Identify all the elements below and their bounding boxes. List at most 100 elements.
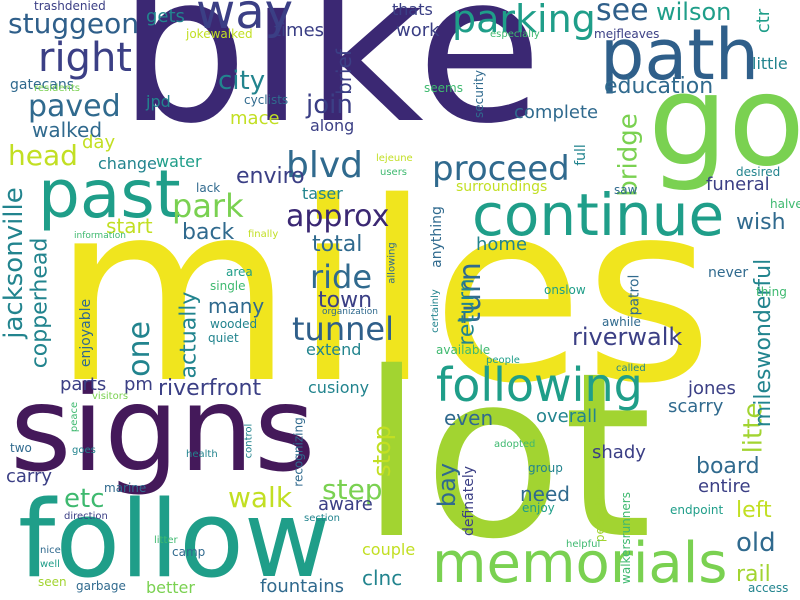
word-patrol: patrol [626, 274, 643, 316]
word-especially: especially [490, 29, 540, 40]
word-two: two [10, 441, 32, 455]
word-parts: parts [60, 374, 107, 395]
word-information: information [74, 231, 126, 241]
word-carry: carry [6, 466, 53, 487]
word-desired: desired [736, 165, 781, 179]
word-recognizing: recognizing [291, 417, 306, 487]
word-clnc: clnc [362, 566, 403, 590]
word-couple: couple [362, 540, 416, 559]
word-even: even [444, 406, 494, 430]
word-organization: organization [322, 307, 378, 317]
word-cusiony: cusiony [308, 378, 370, 397]
word-many: many [208, 294, 265, 318]
word-actually: actually [176, 291, 202, 379]
word-onslow: onslow [544, 283, 586, 297]
word-pm: pm [124, 374, 153, 395]
word-marine: marine [104, 481, 147, 495]
word-awhile: awhile [602, 315, 641, 329]
word-enjoy: enjoy [522, 501, 555, 515]
word-funeral: funeral [706, 174, 770, 195]
word-approx: approx [286, 199, 390, 234]
word-users: users [380, 167, 408, 178]
word-people: people [486, 355, 520, 366]
word-anything: anything [428, 206, 445, 268]
word-bay: bay [433, 462, 462, 508]
word-halve: halve [770, 197, 800, 211]
word-return: return [454, 278, 480, 346]
word-peace: peace [69, 401, 81, 433]
word-shady: shady [592, 442, 646, 463]
word-riverwalk: riverwalk [572, 323, 683, 351]
word-security: security [471, 70, 486, 118]
word-parking: parking [452, 0, 596, 41]
word-ride: ride [310, 258, 373, 296]
word-wilson: wilson [656, 0, 732, 26]
word-jpd: jpd [146, 92, 171, 111]
word-allowing: allowing [386, 242, 398, 284]
word-gatecans: gatecans [10, 77, 75, 93]
word-section: section [304, 513, 341, 524]
word-gets: gets [146, 6, 185, 27]
word-saw: saw [614, 183, 638, 197]
word-seems: seems [424, 81, 463, 95]
word-back: back [182, 220, 235, 245]
word-join: join [306, 90, 353, 120]
word-pedestrian: pedestrian [593, 477, 608, 543]
word-blvd: blvd [286, 145, 364, 186]
word-step: step [322, 473, 383, 506]
word-stuggeon: stuggeon [8, 7, 139, 40]
word-walk: walk [228, 481, 293, 514]
word-times: times [274, 20, 325, 41]
word-overall: overall [536, 406, 598, 427]
word-water: water [156, 152, 202, 171]
word-better: better [146, 578, 195, 597]
word-lack: lack [196, 181, 221, 195]
word-continue: continue [472, 181, 725, 249]
word-single: single [210, 279, 246, 293]
word-enjoyable: enjoyable [78, 298, 95, 368]
word-lot: lot [360, 323, 653, 589]
word-garbage: garbage [76, 579, 126, 593]
word-endpoint: endpoint [670, 503, 724, 517]
word-nice: nice [40, 545, 61, 556]
word-signs: signs [10, 360, 316, 498]
word-certainly: certainly [429, 289, 441, 333]
word-start: start [106, 214, 153, 238]
word-path: path [600, 14, 760, 96]
word-well: well [40, 559, 60, 570]
word-finally: finally [248, 229, 279, 240]
word-proceed: proceed [432, 149, 570, 189]
word-adopted: adopted [494, 439, 536, 450]
word-jacksonville: jacksonville [0, 187, 29, 339]
word-day: day [82, 132, 116, 153]
word-seen: seen [38, 575, 67, 589]
word-scarry: scarry [668, 396, 724, 417]
word-see: see [596, 0, 649, 28]
word-cyclists: cyclists [244, 93, 289, 107]
word-way: way [196, 0, 294, 40]
word-extend: extend [306, 340, 362, 359]
word-memorials: memorials [432, 531, 728, 596]
word-go: go [648, 47, 800, 194]
word-surroundings: surroundings [456, 179, 548, 195]
word-jokewalked: jokewalked [186, 27, 253, 41]
word-trashdenied: trashdenied [34, 0, 106, 13]
word-fountains: fountains [260, 576, 345, 597]
word-wooded: wooded [210, 317, 258, 331]
word-access: access [748, 581, 789, 595]
word-little: little [752, 54, 788, 73]
word-never: never [708, 265, 749, 281]
word-helpful: helpful [566, 539, 601, 550]
word-residents: residents [34, 83, 81, 94]
word-change: change [98, 154, 157, 173]
word-quiet: quiet [208, 331, 239, 345]
word-jones: jones [688, 378, 736, 399]
word-follow: follow [18, 478, 331, 600]
word-board: board [696, 454, 760, 479]
word-riverfront: riverfront [158, 376, 262, 401]
word-need: need [520, 482, 570, 506]
word-taser: taser [302, 184, 343, 203]
word-stop: stop [367, 425, 396, 477]
word-home: home [476, 234, 528, 255]
